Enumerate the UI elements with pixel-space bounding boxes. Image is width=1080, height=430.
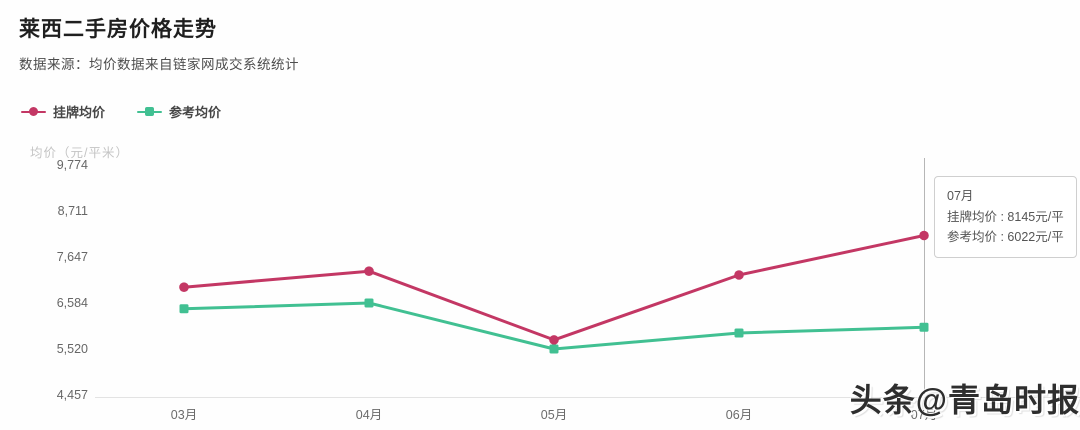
line-square-icon	[137, 107, 163, 117]
y-axis-tick: 5,520	[56, 342, 88, 357]
listing-price-line	[182, 234, 926, 342]
x-axis-label[interactable]: 06月	[725, 408, 753, 422]
data-point-marker[interactable]	[549, 335, 559, 345]
data-point-marker[interactable]	[549, 344, 559, 354]
x-axis-label[interactable]: 03月	[170, 408, 198, 422]
legend: 挂牌均价 参考均价	[21, 102, 221, 121]
data-point-marker[interactable]	[734, 328, 744, 338]
tooltip: 07月 挂牌均价 : 8145元/平 参考均价 : 6022元/平	[934, 176, 1077, 258]
y-axis-tick: 9,774	[56, 158, 88, 172]
y-axis-tick: 4,457	[56, 388, 88, 402]
data-point-marker[interactable]	[364, 266, 374, 277]
y-axis-title: 均价（元/平米）	[30, 146, 129, 160]
y-axis-tick: 7,647	[56, 250, 88, 264]
legend-label: 挂牌均价	[53, 105, 106, 120]
axis-pointer-line	[924, 158, 925, 398]
y-axis-tick: 6,584	[56, 295, 88, 310]
line-dot-icon	[21, 107, 46, 117]
tooltip-reference-price: 参考均价 : 6022元/平	[947, 230, 1064, 244]
data-point-marker[interactable]	[734, 270, 744, 280]
data-point-marker[interactable]	[364, 298, 374, 308]
x-axis-label[interactable]: 07月	[910, 408, 938, 422]
x-axis-line	[95, 397, 1080, 398]
legend-item-reference-price[interactable]: 参考均价	[137, 102, 221, 121]
data-point-marker[interactable]	[179, 282, 189, 293]
data-point-marker[interactable]	[919, 230, 929, 241]
watermark: 头条@青岛时报	[849, 382, 1080, 418]
data-point-marker[interactable]	[919, 322, 929, 332]
y-axis-tick: 8,711	[57, 203, 88, 218]
x-axis-label[interactable]: 05月	[540, 408, 568, 422]
page-title: 莱西二手房价格走势	[19, 18, 217, 41]
legend-item-listing-price[interactable]: 挂牌均价	[21, 102, 105, 121]
tooltip-month: 07月	[947, 189, 974, 203]
x-axis-label[interactable]: 04月	[355, 408, 383, 422]
data-source-note: 数据来源：均价数据来自链家网成交系统统计	[19, 57, 299, 72]
legend-label: 参考均价	[169, 105, 222, 120]
data-point-marker[interactable]	[179, 304, 189, 314]
tooltip-listing-price: 挂牌均价 : 8145元/平	[947, 210, 1064, 224]
